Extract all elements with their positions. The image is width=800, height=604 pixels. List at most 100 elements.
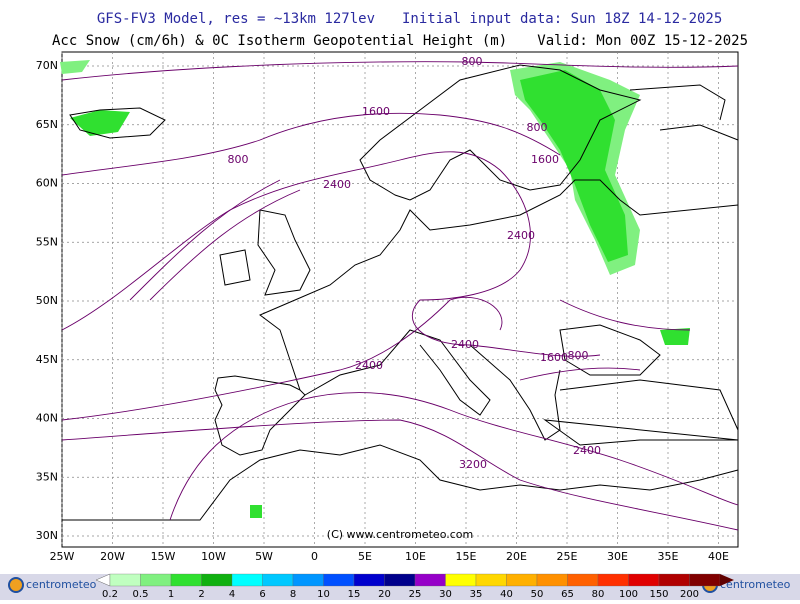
- legend-label: 15: [348, 589, 361, 600]
- legend-swatch: [658, 573, 690, 587]
- legend-swatch: [109, 573, 141, 587]
- legend-swatch: [506, 573, 538, 587]
- contours: [61, 61, 739, 531]
- lon-label: 20W: [100, 550, 125, 563]
- lat-label: 30N: [36, 529, 58, 542]
- contour-label: 800: [527, 121, 548, 134]
- legend-label: 4: [229, 589, 235, 600]
- legend-swatch: [689, 573, 721, 587]
- map: 70N 65N 60N 55N 50N 45N 40N 35N 30N 25W 20W 15W 10W 5…: [36, 51, 739, 563]
- lon-label: 25E: [557, 550, 578, 563]
- lon-label: 20E: [506, 550, 527, 563]
- lat-label: 70N: [36, 59, 58, 72]
- legend-swatch: [536, 573, 568, 587]
- snow-area: [660, 328, 690, 345]
- legend-swatch: [292, 573, 324, 587]
- coast: [304, 329, 561, 441]
- contour: [519, 299, 691, 381]
- lon-label: 5W: [255, 550, 273, 563]
- lat-label: 35N: [36, 470, 58, 483]
- lon-label: 5E: [358, 550, 372, 563]
- subtitle-right: Valid: Mon 00Z 15-12-2025: [537, 33, 748, 49]
- coast: [359, 64, 642, 201]
- coastlines: [62, 64, 739, 521]
- legend-swatch: [140, 573, 172, 587]
- contour-label: 2400: [573, 444, 601, 457]
- contour-label: 800: [228, 153, 249, 166]
- coast: [543, 379, 739, 446]
- lon-label: 15W: [151, 550, 176, 563]
- coast: [559, 324, 661, 376]
- contour: [61, 61, 739, 81]
- lat-label: 40N: [36, 412, 58, 425]
- legend-label: 6: [259, 589, 265, 600]
- legend-label: 35: [470, 589, 483, 600]
- snow-area: [250, 505, 262, 518]
- legend-swatch: [353, 573, 385, 587]
- contour-label: 2400: [507, 229, 535, 242]
- legend-label: 100: [619, 589, 638, 600]
- legend-label: 25: [409, 589, 422, 600]
- graticule: 70N 65N 60N 55N 50N 45N 40N 35N 30N 25W 20W 15W 10W 5…: [36, 52, 738, 563]
- legend-swatch: [231, 573, 263, 587]
- legend-swatch: [201, 573, 233, 587]
- legend-swatch: [445, 573, 477, 587]
- legend-label: 8: [290, 589, 296, 600]
- lon-label: 0: [311, 550, 318, 563]
- copyright: (C) www.centrometeo.com: [327, 528, 473, 541]
- lon-label: 15E: [456, 550, 477, 563]
- contour: [129, 179, 301, 301]
- legend-swatch: [475, 573, 507, 587]
- legend-label: 20: [378, 589, 391, 600]
- coast: [69, 107, 166, 139]
- title-left: GFS-FV3 Model, res = ~13km 127lev: [97, 11, 375, 27]
- contour-label: 1600: [362, 105, 390, 118]
- legend-swatch: [567, 573, 599, 587]
- legend-swatch: [597, 573, 629, 587]
- legend-swatch: [170, 573, 202, 587]
- lon-label: 40E: [708, 550, 729, 563]
- legend-label: 80: [592, 589, 605, 600]
- contour-label: 2400: [355, 359, 383, 372]
- snow-area: [60, 60, 90, 74]
- legend-swatch: [414, 573, 446, 587]
- coast: [219, 249, 251, 286]
- legend-label: 10: [317, 589, 330, 600]
- contour: [169, 392, 739, 521]
- lon-label: 25W: [50, 550, 75, 563]
- legend: centrometeo centrometeo 0.2 0.5 1 2 4 6 8 10 15 2…: [0, 573, 800, 600]
- legend-label: 2: [198, 589, 204, 600]
- snow-area: [70, 110, 130, 136]
- contour-label: 2400: [451, 338, 479, 351]
- lon-label: 10W: [201, 550, 226, 563]
- lon-label: 30E: [607, 550, 628, 563]
- contour-label: 800: [462, 55, 483, 68]
- lat-label: 45N: [36, 353, 58, 366]
- legend-label: 65: [561, 589, 574, 600]
- logo-right: centrometeo: [720, 578, 791, 591]
- coast: [62, 444, 739, 521]
- contour-label: 3200: [459, 458, 487, 471]
- legend-swatch: [323, 573, 355, 587]
- map-frame: [61, 51, 739, 548]
- coast: [214, 375, 306, 456]
- lat-label: 55N: [36, 235, 58, 248]
- lon-label: 10E: [405, 550, 426, 563]
- legend-label: 200: [680, 589, 699, 600]
- lat-label: 60N: [36, 177, 58, 190]
- snow-area: [520, 70, 628, 262]
- legend-label: 30: [439, 589, 452, 600]
- legend-label: 0.5: [133, 589, 149, 600]
- legend-swatch: [262, 573, 294, 587]
- legend-label: 0.2: [102, 589, 118, 600]
- lat-label: 50N: [36, 294, 58, 307]
- legend-swatch: [628, 573, 660, 587]
- lat-label: 65N: [36, 118, 58, 131]
- contour: [61, 296, 503, 421]
- legend-label: 150: [649, 589, 668, 600]
- coast: [257, 209, 311, 296]
- legend-label: 1: [168, 589, 174, 600]
- legend-label: 40: [500, 589, 513, 600]
